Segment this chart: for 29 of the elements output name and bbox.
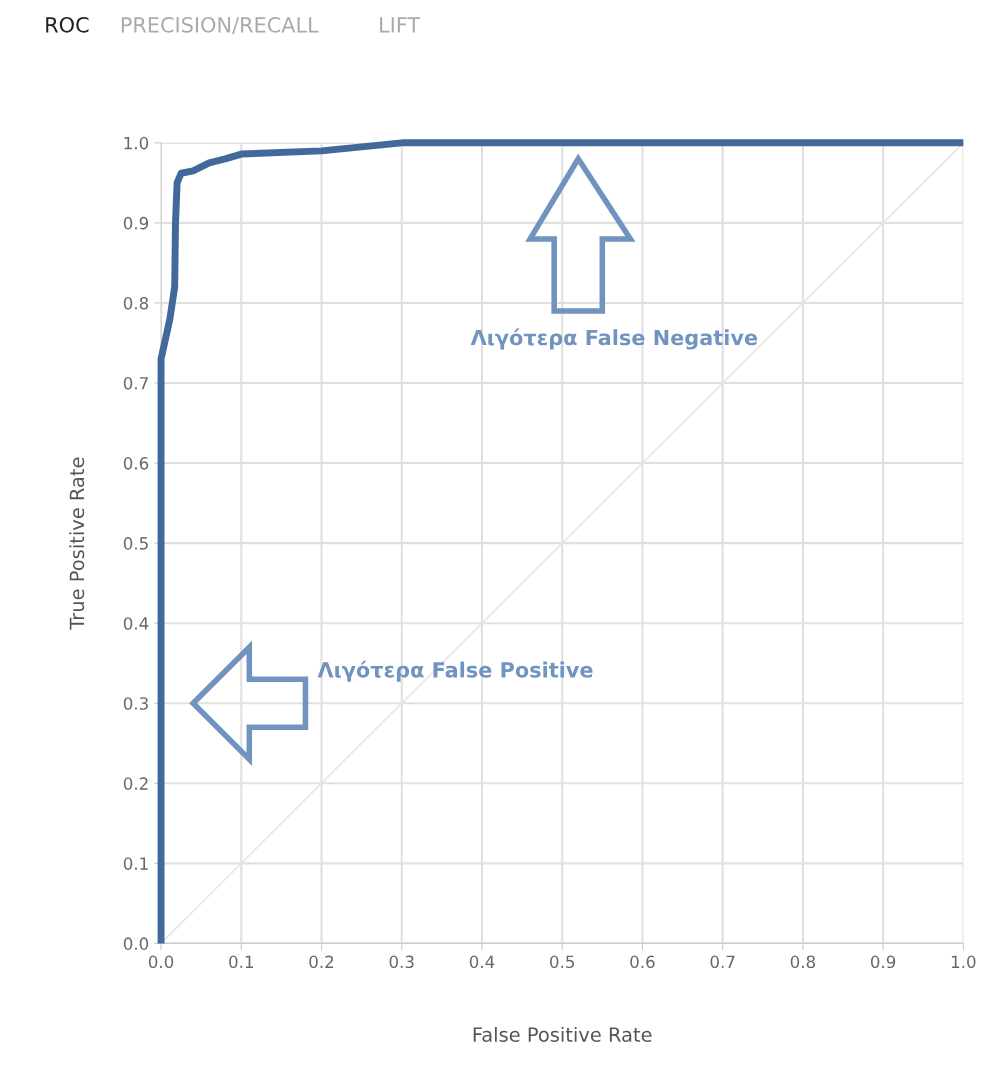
y-tick-label: 1.0	[124, 136, 149, 150]
x-tick-label: 0.5	[550, 955, 574, 969]
x-tick-label: 0.7	[710, 955, 735, 969]
y-tick-label: 0.6	[123, 457, 149, 470]
text: LIFT	[380, 17, 421, 33]
x-tick-label: 0.9	[870, 955, 896, 969]
y-tick-label: 0.4	[123, 617, 149, 630]
annotation: Λιγότερα False Positive	[317, 660, 593, 682]
x-tick-label: 0.3	[389, 955, 414, 969]
y-tick-label: 0.5	[123, 537, 148, 550]
y-tick-label: 0.2	[123, 777, 148, 790]
y-tick-label: 0.3	[123, 697, 148, 710]
y-tick-label: 0.7	[123, 376, 148, 390]
x-axis-title: False Positive Rate	[473, 1026, 652, 1042]
text: PRECISION/RECALL	[121, 16, 319, 35]
x-tick-label: 0.1	[229, 955, 253, 969]
annotation: Λιγότερα False Negative	[470, 328, 758, 350]
y-tick-label: 0.1	[123, 857, 148, 870]
y-tick-label: 0.0	[123, 937, 149, 950]
y-axis-title: True Positive Rate	[69, 457, 85, 630]
x-tick-label: 1.0	[951, 955, 976, 969]
y-tick-label: 0.8	[123, 296, 149, 310]
x-tick-label: 0.8	[790, 955, 815, 969]
y-tick-label: 0.9	[123, 216, 149, 230]
x-tick-label: 0.6	[630, 955, 655, 969]
x-tick-label: 0.2	[309, 955, 334, 969]
x-tick-label: 0.4	[469, 955, 495, 969]
chart-title: ROC	[46, 16, 89, 33]
x-tick-label: 0.0	[148, 955, 174, 969]
